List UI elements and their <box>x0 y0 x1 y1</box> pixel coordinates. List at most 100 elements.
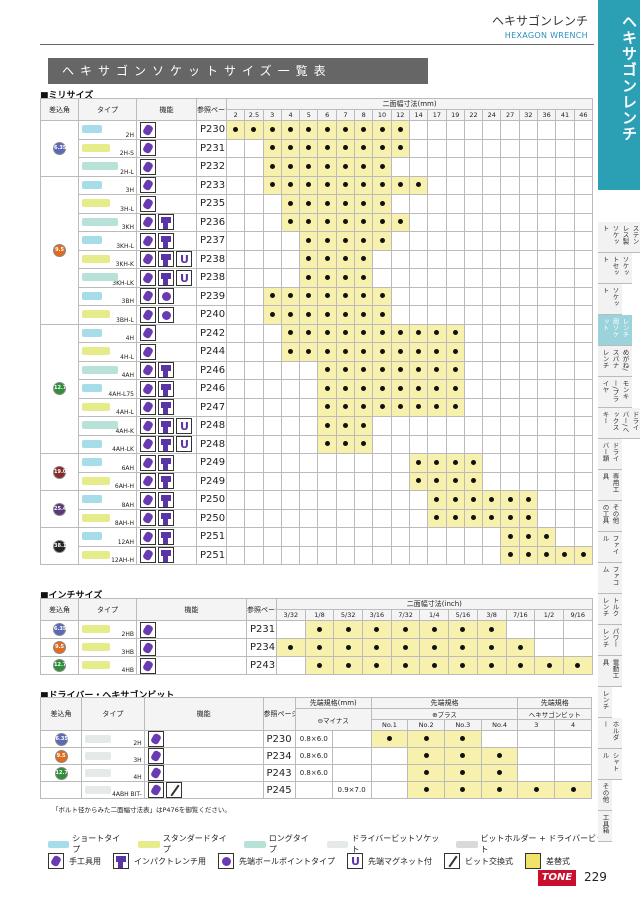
page-ref: P231 <box>246 620 277 639</box>
side-tab[interactable]: パワーレンチ <box>598 625 622 656</box>
size-cell <box>463 323 484 343</box>
size-cell <box>276 656 306 675</box>
spec-cell <box>370 747 409 765</box>
size-cell <box>445 286 465 306</box>
impact-icon <box>158 436 174 453</box>
side-tab[interactable]: レンチ用ソケット <box>598 315 632 346</box>
size-cell <box>562 638 593 657</box>
size-cell <box>244 490 264 510</box>
size-cell <box>262 120 282 140</box>
ball-icon <box>218 853 234 869</box>
mag-icon <box>176 417 192 434</box>
size-header: 32 <box>518 109 539 121</box>
size-cell <box>317 471 337 491</box>
size-cell <box>299 175 319 195</box>
size-header: 19 <box>445 109 465 121</box>
size-cell <box>573 397 594 417</box>
size-cell <box>335 490 356 510</box>
hand-icon <box>140 269 156 286</box>
side-tab[interactable]: トルクレンチ <box>598 594 622 625</box>
size-cell <box>537 342 557 362</box>
spec-cell <box>407 730 445 748</box>
table-row: 38.1 12AH P251 <box>40 527 594 565</box>
size-cell <box>555 231 575 251</box>
size-cell <box>500 545 520 565</box>
side-tab[interactable]: ファイル <box>598 532 622 563</box>
page-ref: P234 <box>262 747 296 765</box>
size-cell <box>555 268 575 288</box>
socket-shape <box>82 162 118 170</box>
size-cell <box>317 175 337 195</box>
function-cell <box>136 638 247 657</box>
size-cell <box>317 268 337 288</box>
size-cell <box>534 656 564 675</box>
size-cell <box>372 212 392 232</box>
size-cell <box>427 268 447 288</box>
long-shape-icon <box>244 840 266 848</box>
size-cell <box>408 379 429 399</box>
size-cell <box>537 471 557 491</box>
size-cell <box>573 138 594 158</box>
size-cell <box>427 175 447 195</box>
size-cell <box>372 286 392 306</box>
size-cell <box>500 268 520 288</box>
size-cell <box>482 527 502 547</box>
standard-shape-icon <box>138 840 160 848</box>
type-label: 3BH <box>121 298 134 305</box>
hand-icon <box>140 158 156 175</box>
size-cell <box>280 434 301 454</box>
size-cell <box>408 342 429 362</box>
function-cell <box>143 730 264 748</box>
size-cell <box>482 212 502 232</box>
drive-cell: 6.35 <box>39 730 83 748</box>
side-tab[interactable]: シャトル <box>598 749 622 780</box>
size-cell <box>225 527 246 547</box>
socket-shape <box>82 458 102 466</box>
hand-icon <box>140 177 156 194</box>
size-header: 41 <box>555 109 575 121</box>
size-cell <box>445 490 465 510</box>
tab-hexagon-wrench[interactable]: ヘキサゴンレンチ <box>598 0 640 190</box>
side-tab[interactable]: ドライバー類 <box>598 439 622 470</box>
size-cell <box>299 138 319 158</box>
header-func: 機能 <box>143 697 264 731</box>
page-ref: P249 <box>196 471 227 491</box>
size-cell <box>280 175 301 195</box>
side-tab[interactable]: ソケット <box>598 284 622 315</box>
size-cell <box>225 231 246 251</box>
side-tab[interactable]: その他 <box>598 780 612 811</box>
size-cell <box>225 397 246 417</box>
header-func: 機能 <box>136 598 247 621</box>
type-label: 4ABH BIT- <box>112 791 142 798</box>
size-cell <box>573 545 594 565</box>
side-tab[interactable]: その他の工具 <box>598 501 622 532</box>
size-cell <box>555 397 575 417</box>
hand-icon <box>140 510 156 527</box>
header-hex: ヘキサゴンビット <box>517 708 592 720</box>
size-cell <box>280 416 301 436</box>
size-cell <box>354 231 374 251</box>
hand-icon <box>140 380 156 397</box>
side-tab[interactable]: ソケットセット <box>598 253 632 284</box>
side-tab[interactable]: 工具箱 <box>598 811 612 842</box>
size-cell <box>262 268 282 288</box>
spec-cell <box>480 730 519 748</box>
side-tab[interactable]: レンチ <box>598 687 612 718</box>
side-tab[interactable]: 専用工具 <box>598 470 622 501</box>
size-header: 14 <box>408 109 429 121</box>
size-cell <box>317 323 337 343</box>
function-cell <box>136 620 247 639</box>
type-cell: 3HB <box>78 638 137 657</box>
side-tab[interactable]: ドライバー/ヘックスキー <box>598 408 640 439</box>
side-tab[interactable]: ホルダー <box>598 718 622 749</box>
type-label: 4AH-L75 <box>108 390 134 398</box>
side-tab[interactable]: モンキー/プライヤ <box>598 377 632 408</box>
side-tab[interactable]: 電動工具 <box>598 656 622 687</box>
side-tab[interactable]: ファコム <box>598 563 622 594</box>
side-tab[interactable]: めがね/スパナレンチ <box>598 346 632 377</box>
size-cell <box>299 397 319 417</box>
size-cell <box>317 231 337 251</box>
size-cell <box>518 379 539 399</box>
size-cell <box>372 471 392 491</box>
side-tab[interactable]: ステンレス製ソケット <box>598 222 640 253</box>
